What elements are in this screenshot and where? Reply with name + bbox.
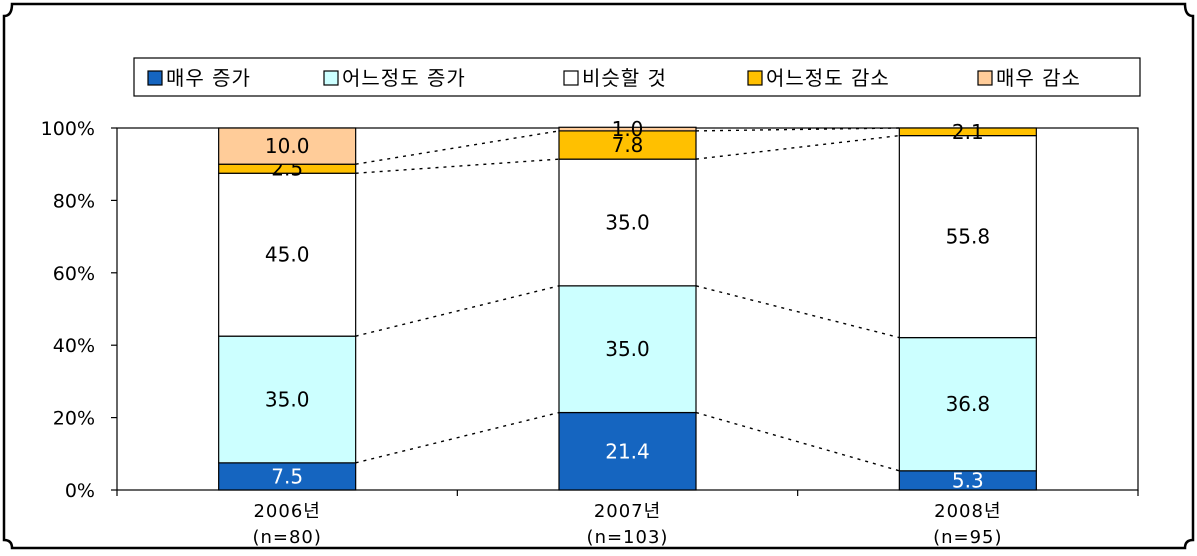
bar-segment (558, 126, 697, 132)
legend-swatch (563, 70, 579, 86)
bar-segment (218, 462, 357, 491)
bar-segment (218, 335, 357, 464)
x-category-label: 2006년 (253, 501, 320, 522)
bar-segment (218, 172, 357, 337)
legend-box (133, 57, 1141, 97)
bar-segment (558, 130, 697, 160)
legend-label: 어느정도 증가 (342, 66, 466, 90)
data-label: 55.8 (946, 225, 991, 249)
series-line (695, 411, 900, 472)
data-label: 2.1 (952, 120, 984, 144)
y-tick-label: 20% (53, 408, 95, 430)
x-category-label: 2007년 (594, 501, 661, 522)
data-label: 35.0 (605, 210, 650, 234)
series-line (355, 411, 560, 464)
x-category-n: (n=95) (933, 527, 1002, 548)
legend-label: 어느정도 감소 (766, 66, 890, 90)
data-label: 7.5 (271, 464, 303, 488)
data-label: 35.0 (605, 337, 650, 361)
data-label: 10.0 (265, 134, 310, 158)
legend-label: 매우 증가 (166, 66, 251, 90)
legend-swatch (323, 70, 339, 86)
y-tick-label: 100% (41, 118, 95, 140)
series-line (355, 130, 560, 165)
data-label: 35.0 (265, 388, 310, 412)
bar-segment (558, 285, 697, 414)
y-tick-label: 0% (65, 480, 95, 502)
series-line (695, 127, 900, 132)
legend-swatch (977, 70, 993, 86)
data-label: 1.0 (612, 117, 644, 141)
bar-segment (558, 411, 697, 491)
data-label: 5.3 (952, 468, 984, 492)
x-category-n: (n=103) (587, 527, 669, 548)
bar-segment (898, 127, 1037, 137)
data-label: 45.0 (265, 243, 310, 267)
bar-segment (558, 158, 697, 287)
data-label: 36.8 (946, 392, 991, 416)
y-tick-label: 40% (53, 335, 95, 357)
legend-swatch (147, 70, 163, 86)
legend-label: 비슷할 것 (582, 66, 667, 90)
legend-swatch (747, 70, 763, 86)
data-label: 7.8 (612, 133, 644, 157)
series-line (355, 285, 560, 337)
x-category-n: (n=80) (252, 527, 321, 548)
x-category-label: 2008년 (934, 501, 1001, 522)
series-line (695, 134, 900, 160)
series-line (695, 285, 900, 339)
bar-segment (898, 135, 1037, 339)
data-label: 21.4 (605, 439, 650, 463)
bar-segment (218, 127, 357, 165)
y-tick-label: 60% (53, 263, 95, 285)
bar-segment (898, 336, 1037, 472)
legend-label: 매우 감소 (996, 66, 1081, 90)
series-line (355, 158, 560, 174)
y-tick-label: 80% (53, 190, 95, 212)
